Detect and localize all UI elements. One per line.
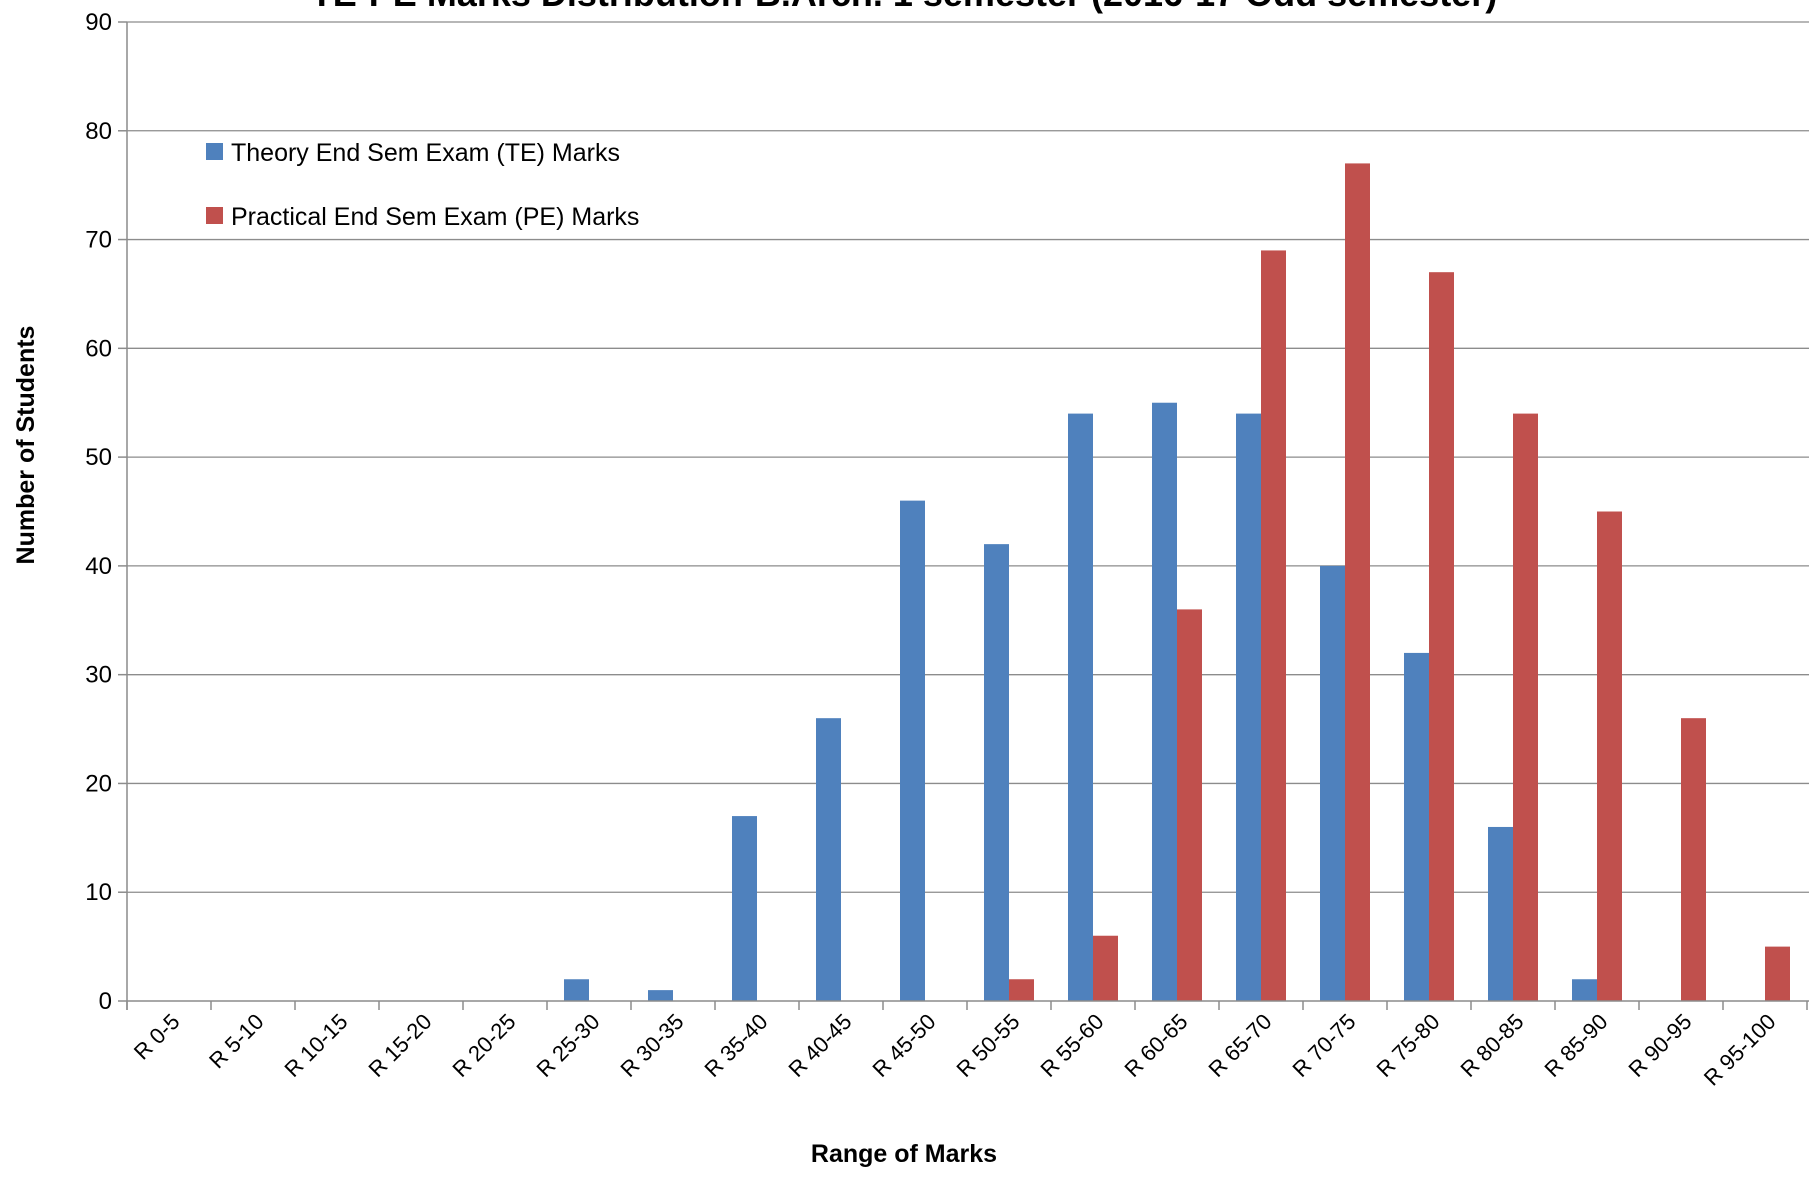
y-tick-label-0: 0 — [99, 988, 112, 1015]
x-tick-label-6: R 30-35 — [616, 1009, 689, 1082]
chart-title: TE-PE Marks Distribution-B.Arch. 1 semes… — [311, 0, 1497, 14]
legend: Theory End Sem Exam (TE) Marks Practical … — [206, 139, 639, 231]
y-tick-labels: 0 10 20 30 40 50 60 70 80 90 — [85, 9, 112, 1015]
y-tick-label-3: 30 — [85, 662, 112, 689]
legend-swatch-1 — [206, 207, 223, 224]
x-tick-label-11: R 55-60 — [1036, 1009, 1109, 1082]
x-tick-label-10: R 50-55 — [952, 1009, 1025, 1082]
x-tick-label-7: R 35-40 — [700, 1009, 773, 1082]
legend-swatch-0 — [206, 143, 223, 160]
bar-s1-17 — [1597, 511, 1622, 1001]
bar-s0-9 — [900, 500, 925, 1001]
y-tick-label-7: 70 — [85, 227, 112, 254]
gridlines — [127, 21, 1809, 893]
bar-s0-16 — [1488, 826, 1513, 1001]
x-tick-label-1: R 5-10 — [204, 1009, 268, 1073]
y-tick-label-6: 60 — [85, 335, 112, 362]
y-axis-title: Number of Students — [12, 326, 40, 565]
axes — [118, 21, 1809, 1010]
y-tick-label-8: 80 — [85, 118, 112, 145]
bar-s0-14 — [1320, 565, 1345, 1001]
bar-s1-10 — [1009, 979, 1034, 1001]
x-tick-label-4: R 20-25 — [448, 1009, 521, 1082]
bar-s0-17 — [1572, 979, 1597, 1001]
bars — [564, 163, 1790, 1002]
x-tick-label-9: R 45-50 — [868, 1009, 941, 1082]
legend-label-1: Practical End Sem Exam (PE) Marks — [231, 203, 639, 231]
y-tick-label-2: 20 — [85, 770, 112, 797]
x-tick-label-12: R 60-65 — [1120, 1009, 1193, 1082]
bar-s0-11 — [1068, 413, 1093, 1002]
x-tick-label-19: R 95-100 — [1699, 1009, 1781, 1091]
bar-s0-8 — [816, 718, 841, 1001]
x-tick-label-15: R 75-80 — [1372, 1009, 1445, 1082]
x-tick-label-16: R 80-85 — [1456, 1009, 1529, 1082]
bar-s1-15 — [1429, 272, 1454, 1001]
bar-s0-10 — [984, 544, 1009, 1001]
x-tick-label-18: R 90-95 — [1624, 1009, 1697, 1082]
x-tick-label-14: R 70-75 — [1288, 1009, 1361, 1082]
x-axis-title: Range of Marks — [811, 1140, 997, 1168]
x-tick-label-8: R 40-45 — [784, 1009, 857, 1082]
bar-s0-5 — [564, 979, 589, 1001]
x-tick-label-13: R 65-70 — [1204, 1009, 1277, 1082]
bar-s0-13 — [1236, 413, 1261, 1002]
legend-label-0: Theory End Sem Exam (TE) Marks — [231, 139, 620, 167]
bar-s1-19 — [1765, 946, 1790, 1001]
y-tick-label-4: 40 — [85, 553, 112, 580]
y-tick-label-9: 90 — [85, 9, 112, 36]
x-tick-label-0: R 0-5 — [129, 1009, 185, 1065]
x-tick-label-17: R 85-90 — [1540, 1009, 1613, 1082]
bar-s0-7 — [732, 816, 757, 1001]
bar-s1-11 — [1093, 935, 1118, 1001]
bar-s1-14 — [1345, 163, 1370, 1001]
bar-s0-12 — [1152, 402, 1177, 1001]
y-tick-label-1: 10 — [85, 879, 112, 906]
y-tick-label-5: 50 — [85, 444, 112, 471]
bar-s1-18 — [1681, 718, 1706, 1001]
bar-s1-16 — [1513, 413, 1538, 1002]
bar-s0-6 — [648, 990, 673, 1001]
x-tick-labels: R 0-5 R 5-10 R 10-15 R 15-20 R 20-25 R 25-30 R… — [129, 1009, 1781, 1091]
bar-s1-12 — [1177, 609, 1202, 1001]
x-tick-label-2: R 10-15 — [280, 1009, 353, 1082]
x-tick-label-3: R 15-20 — [364, 1009, 437, 1082]
bar-s1-13 — [1261, 250, 1286, 1001]
x-tick-label-5: R 25-30 — [532, 1009, 605, 1082]
bar-s0-15 — [1404, 652, 1429, 1001]
